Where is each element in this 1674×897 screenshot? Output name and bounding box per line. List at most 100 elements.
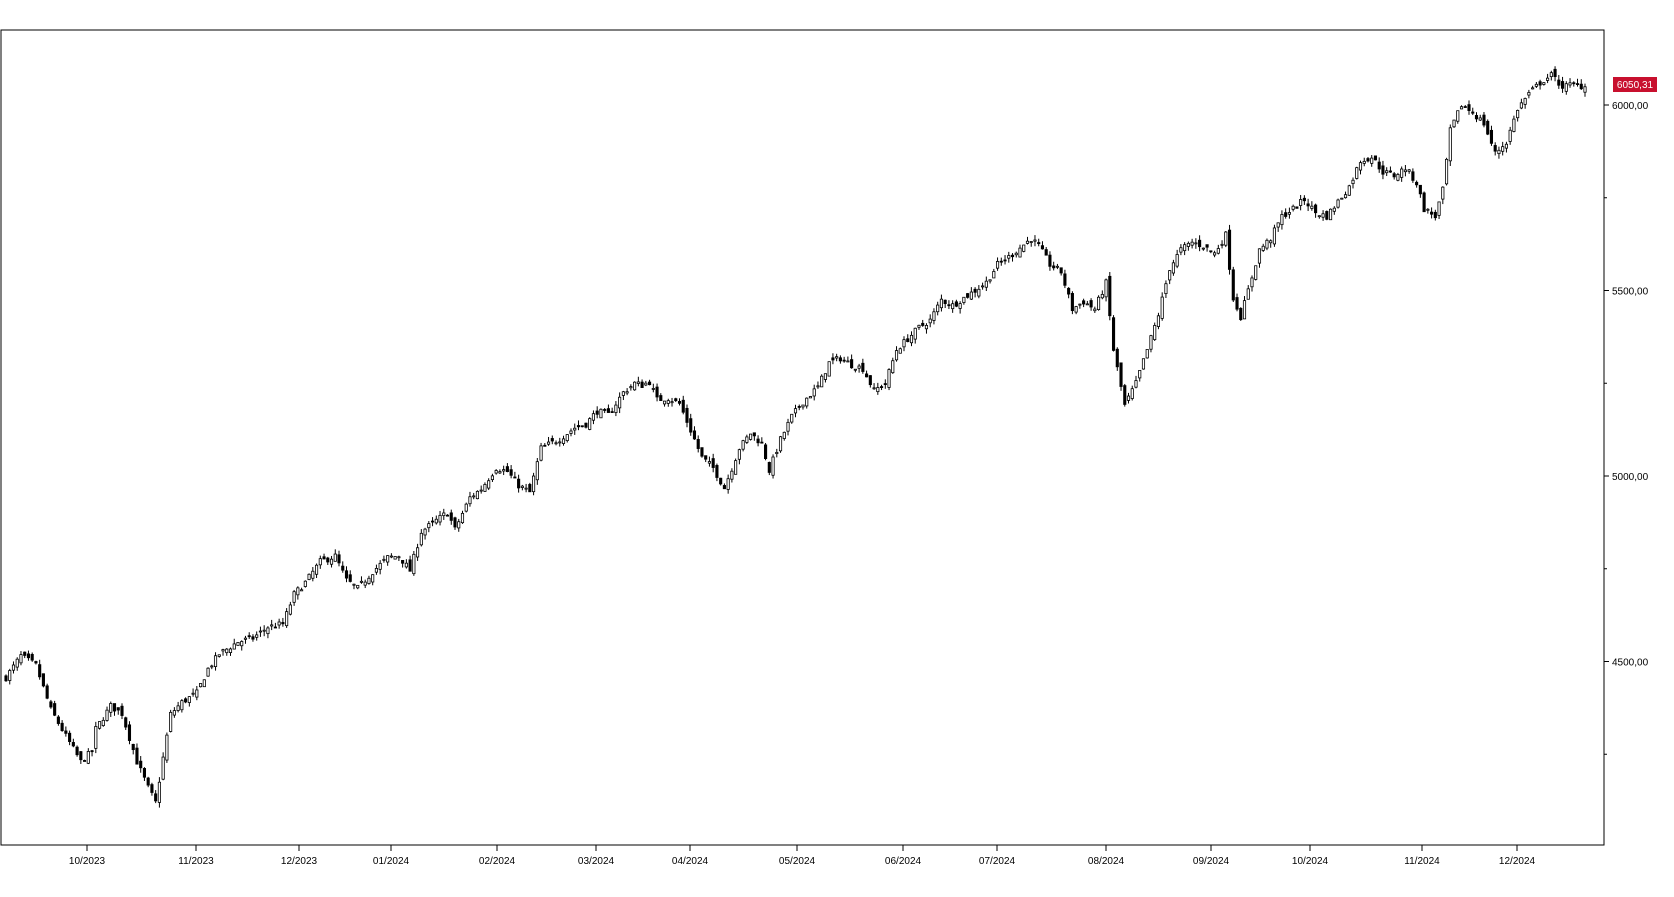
candle-body xyxy=(861,362,865,372)
candle-body xyxy=(554,442,558,445)
candle-body xyxy=(1175,254,1179,267)
candle-body xyxy=(217,654,221,657)
candle-body xyxy=(505,466,509,472)
candle-body xyxy=(475,490,480,500)
candle-body xyxy=(737,449,741,460)
candle-body xyxy=(1557,79,1561,86)
candle-body xyxy=(1272,227,1276,245)
candle-body xyxy=(988,279,992,282)
candle-body xyxy=(1459,106,1464,110)
candle-body xyxy=(921,322,925,326)
candle-body xyxy=(1400,168,1404,178)
candle-body xyxy=(894,350,899,361)
candle-body xyxy=(868,375,872,386)
candle-body xyxy=(318,558,322,566)
candle-body xyxy=(1085,303,1089,306)
x-tick-label: 01/2024 xyxy=(373,856,410,867)
candle-body xyxy=(677,400,682,404)
candle-body xyxy=(1093,308,1097,312)
candle-body xyxy=(1254,265,1258,280)
candle-body xyxy=(266,627,270,635)
candle-body xyxy=(1508,129,1512,142)
candle-body xyxy=(662,400,667,405)
candle-body xyxy=(1527,92,1531,96)
candle-body xyxy=(532,475,536,493)
candle-body xyxy=(1572,82,1576,85)
candle-body xyxy=(1433,211,1437,219)
candle-body xyxy=(1044,249,1048,256)
candle-body xyxy=(236,642,240,646)
candle-body xyxy=(636,381,640,384)
candle-body xyxy=(401,559,405,564)
candle-body xyxy=(820,375,824,388)
candle-body xyxy=(498,471,502,474)
candle-body xyxy=(681,399,685,413)
candle-body xyxy=(172,710,176,716)
candle-body xyxy=(1160,296,1164,319)
candle-body xyxy=(823,373,827,380)
candle-body xyxy=(228,648,233,653)
candle-body xyxy=(558,441,562,444)
candle-body xyxy=(1377,161,1381,170)
candle-body xyxy=(513,476,517,479)
candle-body xyxy=(315,564,319,575)
candle-body xyxy=(1231,269,1235,301)
candle-body xyxy=(1310,205,1314,209)
candle-body xyxy=(1512,118,1516,132)
candle-body xyxy=(752,432,756,437)
candle-body xyxy=(124,717,128,728)
candle-body xyxy=(341,565,345,571)
candle-body xyxy=(487,480,491,489)
candle-body xyxy=(1149,335,1153,350)
candle-body xyxy=(53,703,57,716)
candle-body xyxy=(1411,171,1415,181)
candle-body xyxy=(352,583,356,586)
candle-body xyxy=(1295,206,1299,209)
candle-body xyxy=(674,398,678,401)
y-tick-label: 5000,00 xyxy=(1612,472,1649,483)
candle-body xyxy=(651,388,655,390)
candle-body xyxy=(1317,215,1321,218)
candle-body xyxy=(285,611,289,627)
candle-body xyxy=(1082,300,1086,305)
candle-body xyxy=(906,338,910,343)
candle-body xyxy=(202,679,206,688)
candle-body xyxy=(307,573,311,580)
candle-body xyxy=(625,391,629,394)
candle-body xyxy=(371,574,375,583)
candle-body xyxy=(1239,307,1243,321)
candle-body xyxy=(71,742,75,747)
candle-body xyxy=(79,751,83,761)
candle-body xyxy=(135,747,139,765)
candle-body xyxy=(711,458,715,468)
candle-body xyxy=(962,296,966,303)
candle-body xyxy=(56,716,60,724)
candle-body xyxy=(1040,245,1045,250)
candle-body xyxy=(1523,98,1527,105)
candle-body xyxy=(322,556,326,560)
candle-body xyxy=(494,470,498,474)
candle-body xyxy=(221,649,225,652)
candle-body xyxy=(1280,214,1284,226)
candle-body xyxy=(1194,242,1198,245)
candle-body xyxy=(692,430,697,440)
candle-body xyxy=(1299,199,1303,206)
candle-body xyxy=(1063,273,1067,286)
candle-body xyxy=(726,478,730,490)
candle-body xyxy=(573,427,577,431)
candle-body xyxy=(973,288,977,293)
candle-body xyxy=(1014,252,1018,256)
candle-body xyxy=(1108,275,1112,317)
candle-body xyxy=(1366,158,1370,162)
candle-body xyxy=(101,719,105,726)
candle-body xyxy=(94,726,98,749)
x-tick-label: 07/2024 xyxy=(979,856,1016,867)
candle-body xyxy=(146,777,150,786)
candle-body xyxy=(670,401,674,404)
candle-body xyxy=(764,444,768,460)
candle-body xyxy=(419,532,423,546)
candle-body xyxy=(382,558,386,561)
candle-body xyxy=(595,410,599,415)
candle-body xyxy=(891,360,895,374)
candle-body xyxy=(1456,110,1460,122)
